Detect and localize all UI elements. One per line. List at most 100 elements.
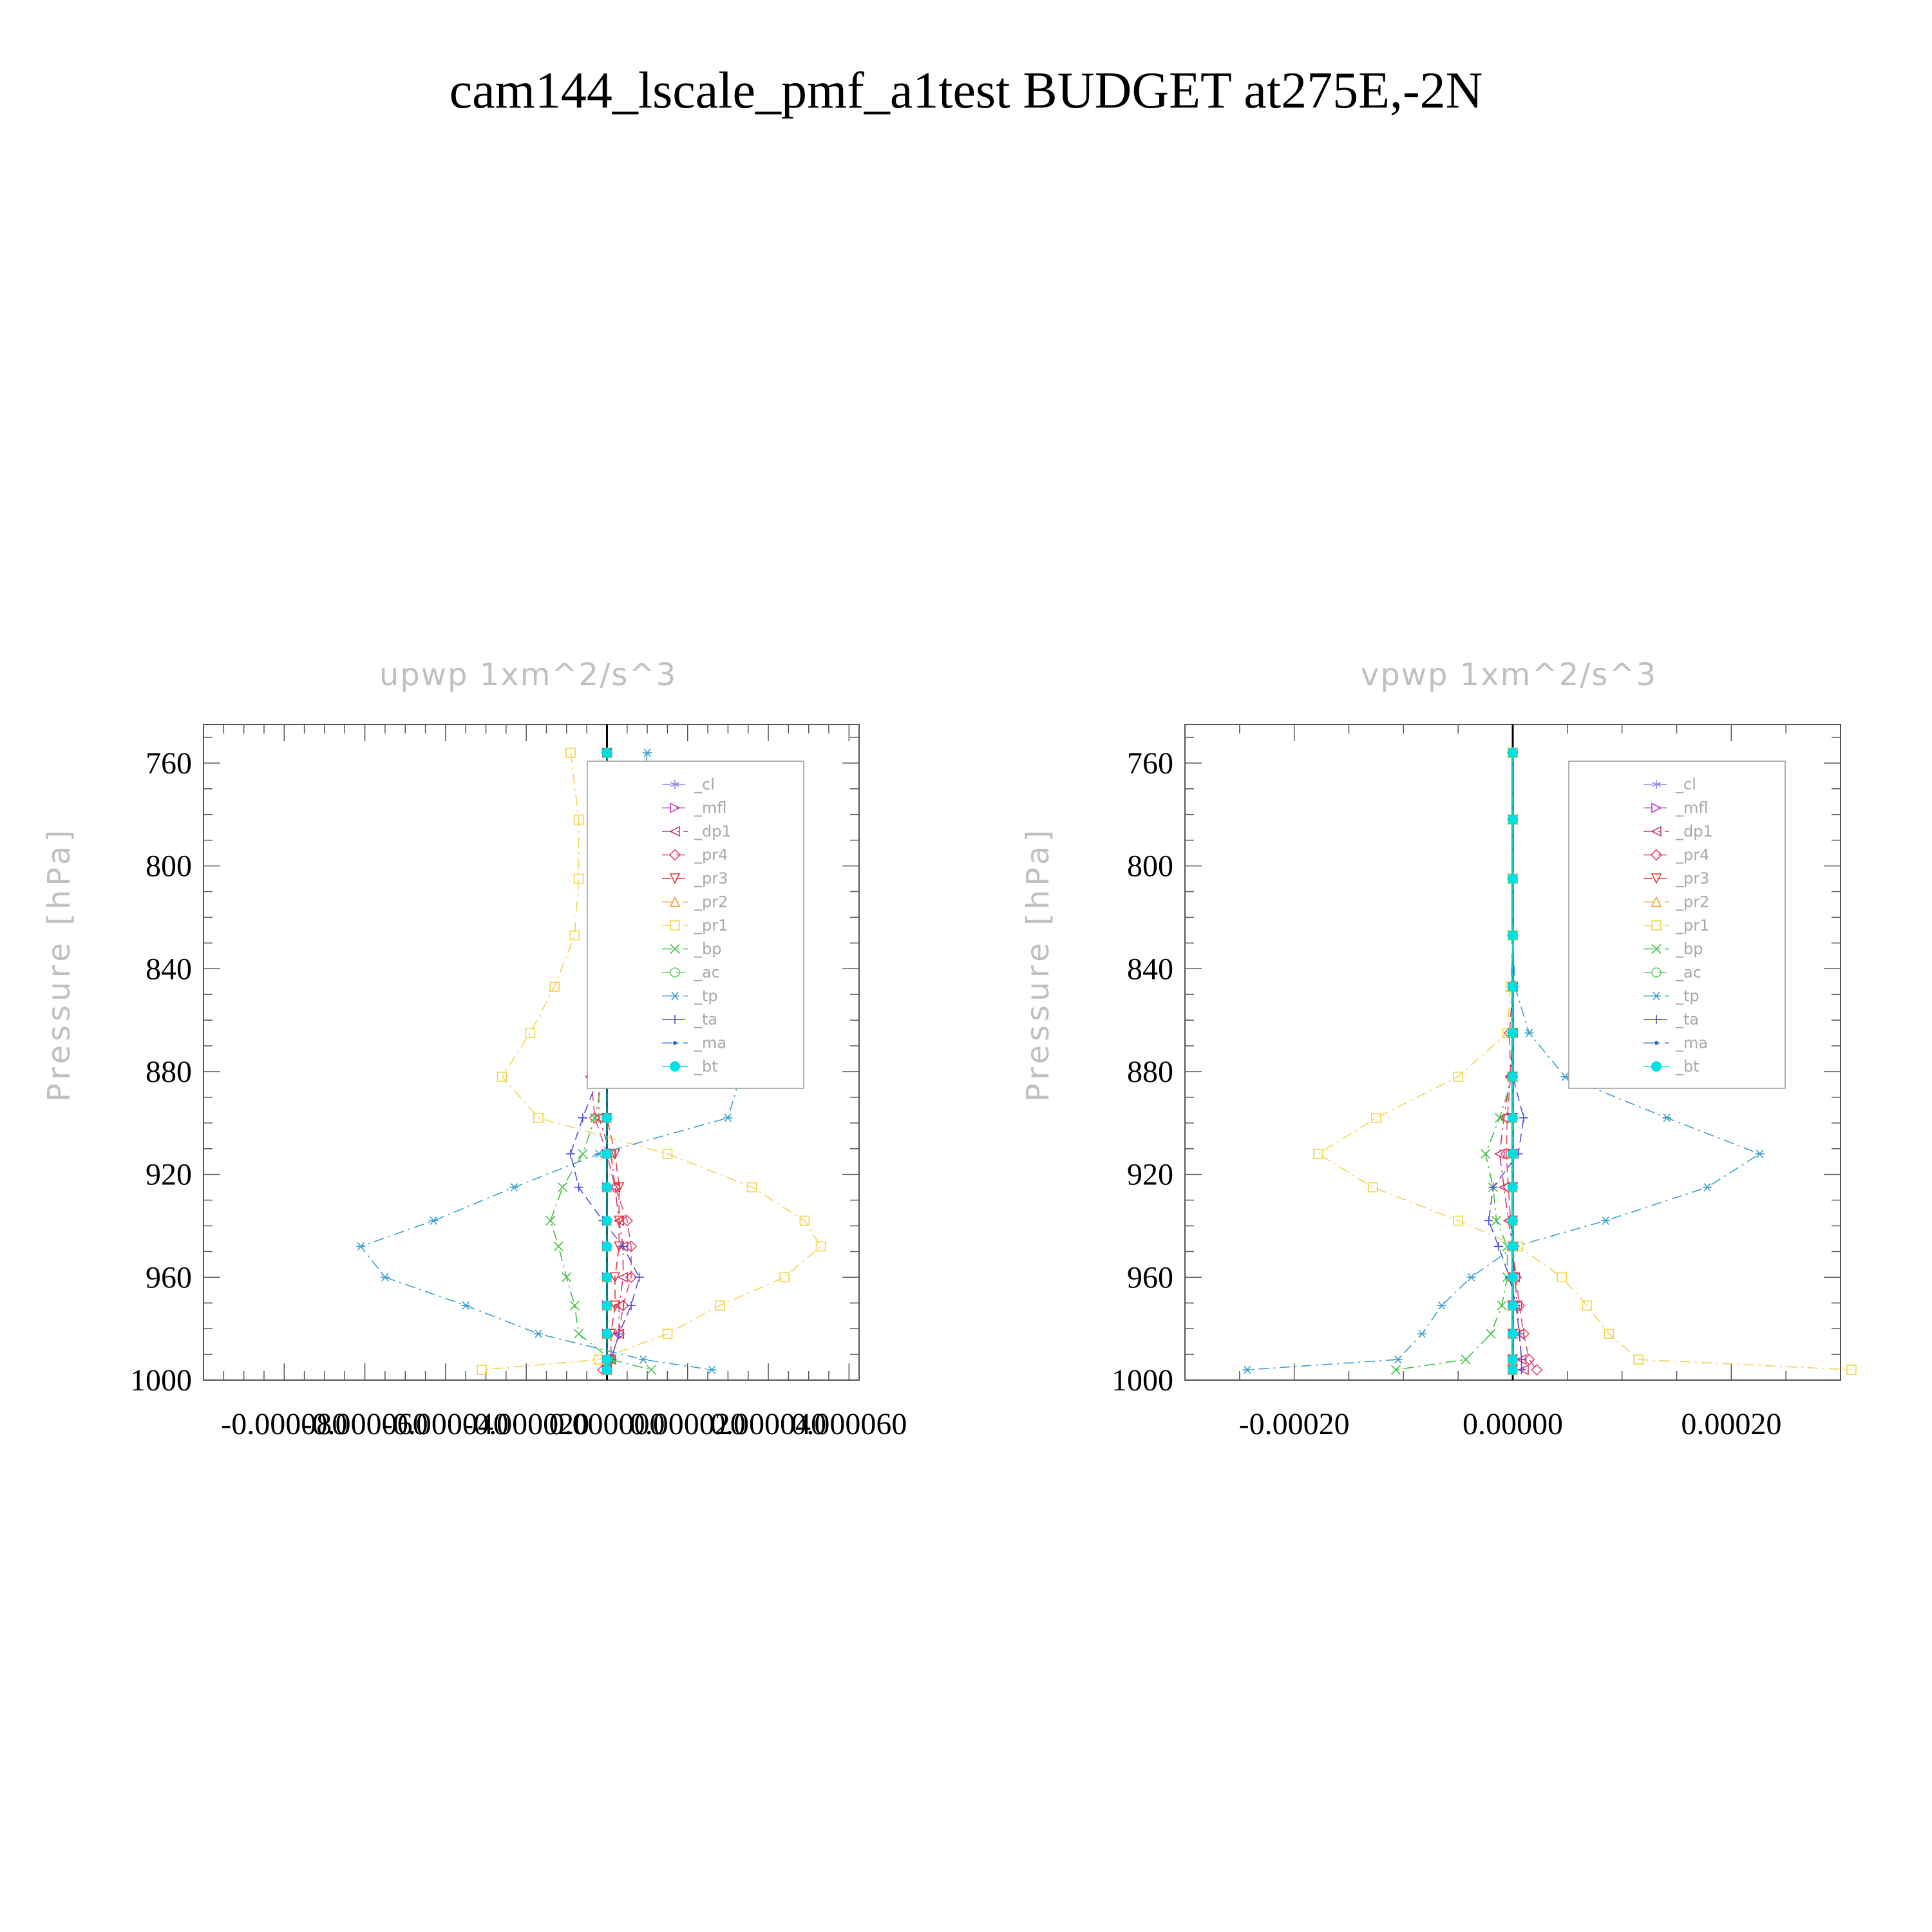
data-point_tp — [1662, 1113, 1672, 1122]
data-point_bt — [601, 1365, 612, 1376]
data-point_pr4 — [617, 1300, 629, 1312]
data-point_bt — [1508, 1272, 1518, 1283]
y-axis-label-vpwp: Pressure [hPa] — [1020, 826, 1056, 1102]
data-point_bt — [1508, 814, 1518, 825]
legend-swatch-marker — [669, 873, 681, 884]
plot-area-upwp: 760 800 840 880 920 960 1000 -0.000080-0.000060… — [130, 724, 907, 1441]
legend-label_mfl: _mfl — [1675, 799, 1709, 817]
y-tick-label: 760 — [1127, 746, 1173, 781]
legend-swatch-marker — [1652, 1015, 1661, 1024]
legend-swatch-marker — [1651, 780, 1662, 789]
data-point_bt — [601, 747, 612, 758]
y-tick-label: 880 — [146, 1055, 192, 1089]
data-point_tp — [1560, 1072, 1570, 1081]
data-point_ta — [627, 1301, 636, 1311]
legend-label_pr1: _pr1 — [694, 916, 728, 934]
data-point_bp — [578, 1149, 588, 1159]
data-point_tp — [638, 1355, 648, 1364]
data-point_pr1 — [1453, 1215, 1463, 1226]
series_bt — [1508, 747, 1518, 1376]
data-point_bt — [1508, 873, 1518, 884]
data-point_pr1 — [569, 930, 580, 941]
data-point_ta — [618, 1242, 628, 1251]
legend-swatch-marker — [673, 1041, 677, 1045]
data-point_bt — [601, 1300, 612, 1311]
y-tick-label: 920 — [146, 1158, 192, 1192]
data-point_bp — [574, 1329, 584, 1339]
data-point_bt — [1508, 981, 1518, 992]
x-tick-label: 0.00020 — [1681, 1407, 1781, 1441]
legend-swatch-marker — [670, 943, 680, 954]
legend-label_pr4: _pr4 — [694, 846, 728, 864]
data-point_pr1 — [525, 1028, 536, 1038]
legend-label_pr1: _pr1 — [1675, 916, 1709, 934]
data-point_pr1 — [1313, 1148, 1323, 1159]
data-point_pr4 — [1531, 1363, 1543, 1376]
data-point_bt — [1508, 1300, 1518, 1311]
data-point_pr1 — [1633, 1354, 1643, 1365]
data-point_pr1 — [533, 1113, 544, 1123]
data-point_pr1 — [1604, 1329, 1615, 1339]
y-tick-label: 800 — [146, 849, 192, 884]
legend-swatch-marker — [1650, 849, 1663, 861]
data-point_pr1 — [662, 1329, 673, 1339]
data-point_tp — [533, 1329, 543, 1338]
data-point_ta — [1517, 1355, 1526, 1365]
data-point_bt — [1508, 1329, 1518, 1340]
legend-swatch-marker — [1651, 826, 1662, 837]
series-line_pr1 — [482, 752, 822, 1370]
plot-area-vpwp: 760 800 840 880 920 960 1000 -0.00020 0.00000 0.0… — [1112, 724, 1857, 1441]
legend-label_pr2: _pr2 — [1675, 893, 1709, 911]
legend-swatch-marker — [1651, 943, 1662, 954]
data-point_ta — [1484, 1216, 1493, 1226]
data-point_tp — [707, 1365, 717, 1374]
data-point_dp1 — [617, 1272, 629, 1283]
data-point_tp — [1242, 1365, 1252, 1374]
data-point_bt — [1508, 747, 1518, 758]
legend-label_bt: _bt — [694, 1057, 718, 1075]
data-point_bt — [1508, 1071, 1518, 1082]
data-point_ta — [614, 1329, 624, 1339]
legend-label_ac: _ac — [694, 963, 720, 981]
y-tick-label: 960 — [146, 1260, 192, 1294]
x-tick-label: -0.000060 — [302, 1407, 428, 1441]
legend-label_pr2: _pr2 — [694, 893, 728, 911]
legend-box — [1568, 761, 1786, 1089]
x-tick-label: -0.000020 — [463, 1407, 589, 1441]
data-point_tp — [356, 1242, 366, 1251]
data-point_bt — [1508, 1028, 1518, 1039]
data-point_tp — [509, 1183, 519, 1192]
y-tick-label: 760 — [146, 746, 192, 781]
legend-label_ac: _ac — [1675, 963, 1701, 981]
y-axis-label-upwp: Pressure [hPa] — [41, 826, 77, 1102]
data-point_bt — [1508, 1112, 1518, 1123]
data-point_pr1 — [662, 1148, 673, 1159]
data-point_dp1 — [1518, 1364, 1529, 1376]
data-point_bp — [646, 1365, 656, 1375]
y-tick-label: 1000 — [130, 1363, 192, 1397]
data-point_bt — [601, 1148, 612, 1159]
data-point_bt — [1508, 1365, 1518, 1376]
data-point_tp — [723, 1113, 733, 1122]
data-point_pr4 — [621, 1215, 633, 1227]
data-point_ta — [1493, 1242, 1503, 1251]
series_pr4 — [1500, 746, 1543, 1376]
data-point_tp — [1466, 1273, 1476, 1282]
data-point_bt — [601, 1329, 612, 1340]
data-point_pr4 — [625, 1271, 638, 1283]
x-tick-label: 0.000000 — [549, 1407, 665, 1441]
data-point_bt — [1508, 1241, 1518, 1252]
data-point_bp — [1390, 1365, 1401, 1375]
data-point_bp — [1481, 1149, 1491, 1159]
legend: _cl _mfl _dp1 _pr4 _pr3 _pr2 _pr1 _bp _ac _tp _ta _… — [587, 761, 804, 1089]
legend-box — [587, 761, 804, 1089]
data-point_bp — [1497, 1300, 1507, 1311]
data-point_pr4 — [1523, 1353, 1535, 1366]
data-point_pr1 — [497, 1072, 507, 1082]
data-point_bp — [1491, 1215, 1502, 1226]
data-point_tp — [1601, 1216, 1611, 1226]
legend-label_pr4: _pr4 — [1675, 846, 1709, 864]
data-point_bt — [1508, 1182, 1518, 1193]
legend-swatch-marker — [670, 780, 680, 789]
